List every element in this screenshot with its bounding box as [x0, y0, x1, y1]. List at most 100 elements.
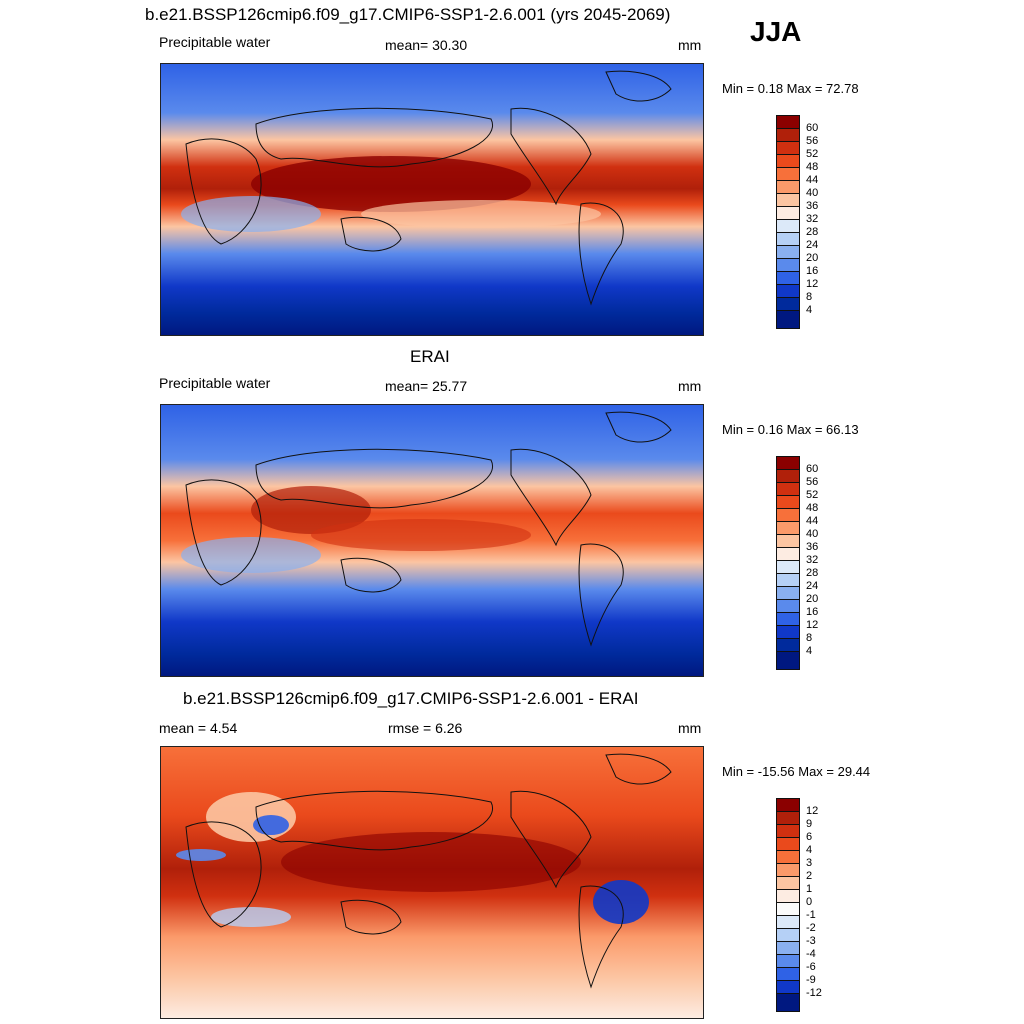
panel3-colorbar-label: -3	[806, 935, 816, 947]
panel3-colorbar-label: -6	[806, 961, 816, 973]
panel2-colorbar-box	[776, 547, 800, 561]
panel3-colorbar-label: -9	[806, 974, 816, 986]
panel1-colorbar-box	[776, 310, 800, 329]
panel1-colorbar-box	[776, 206, 800, 220]
panel1-dry-atlantic	[181, 196, 321, 232]
panel1-colorbar-box	[776, 232, 800, 246]
panel1-colorbar-box	[776, 284, 800, 298]
panel1-colorbar-box	[776, 180, 800, 194]
panel2-coastlines	[185, 411, 672, 647]
panel1-colorbar-label: 40	[806, 187, 819, 199]
panel3-colorbar-label: 6	[806, 831, 813, 843]
panel2-minmax: Min = 0.16 Max = 66.13	[722, 422, 859, 437]
panel2-map	[160, 404, 704, 677]
panel1-colorbar-box	[776, 245, 800, 259]
panel3-colorbar-box	[776, 889, 800, 903]
panel3-colorbar-label: 1	[806, 883, 813, 895]
panel3-colorbar-box	[776, 941, 800, 955]
panel3-colorbar-box	[776, 915, 800, 929]
panel1-colorbar-box	[776, 219, 800, 233]
panel1-colorbar-label: 36	[806, 200, 819, 212]
panel1-colorbar-label: 16	[806, 265, 819, 277]
panel2-colorbar: 60 56 52 48 44 40 36 32 28 24 20 16 12 8…	[776, 456, 818, 670]
panel2-colorbar-box	[776, 456, 800, 470]
panel1-warm-pool	[251, 156, 531, 212]
panel1-colorbar-box	[776, 115, 800, 129]
panel2-colorbar-label: 4	[806, 645, 813, 657]
panel3-colorbar-label: 9	[806, 818, 813, 830]
panel2-warm-pool	[311, 519, 531, 551]
panel3-mean: mean = 4.54	[159, 720, 238, 736]
panel3-colorbar-label: 0	[806, 896, 813, 908]
panel2-colorbar-box	[776, 599, 800, 613]
panel3-colorbar-label: -4	[806, 948, 816, 960]
panel1-minmax: Min = 0.18 Max = 72.78	[722, 81, 859, 96]
panel1-colorbar-box	[776, 258, 800, 272]
panel2-colorbar-label: 28	[806, 567, 819, 579]
panel3-coastlines	[185, 753, 672, 989]
panel3-colorbar-box	[776, 837, 800, 851]
panel1-colorbar-label: 56	[806, 135, 819, 147]
panel1-coastlines	[185, 70, 672, 306]
panel1-south-band	[361, 200, 601, 228]
panel3-minmax: Min = -15.56 Max = 29.44	[722, 764, 871, 779]
panel1-colorbar-label: 44	[806, 174, 819, 186]
panel1-colorbar-label: 4	[806, 304, 813, 316]
panel2-colorbar-box	[776, 469, 800, 483]
panel2-dry-atlantic	[181, 537, 321, 573]
panel1-variable-label: Precipitable water	[159, 34, 271, 50]
panel1-units: mm	[678, 37, 702, 53]
panel2-colorbar-box	[776, 625, 800, 639]
panel2-colorbar-box	[776, 586, 800, 600]
panel3-colorbar-label: 2	[806, 870, 813, 882]
panel2-colorbar-label: 24	[806, 580, 819, 592]
panel3-colorbar-box	[776, 798, 800, 812]
panel2-colorbar-box	[776, 573, 800, 587]
panel1-colorbar-label: 60	[806, 122, 819, 134]
panel2-colorbar-box	[776, 651, 800, 670]
panel3-colorbar-label: 3	[806, 857, 813, 869]
panel3-colorbar-box	[776, 954, 800, 968]
panel3-units: mm	[678, 720, 702, 736]
panel3-pacific-max	[281, 832, 581, 892]
panel3-colorbar-box	[776, 811, 800, 825]
panel1-colorbar-label: 32	[806, 213, 819, 225]
panel2-colorbar-box	[776, 612, 800, 626]
panel2-colorbar-label: 12	[806, 619, 819, 631]
panel3-arabia-negative	[253, 815, 289, 835]
panel1-colorbar-label: 24	[806, 239, 819, 251]
panel2-colorbar-label: 36	[806, 541, 819, 553]
panel1-colorbar-box	[776, 167, 800, 181]
panel1-colorbar: 60 56 52 48 44 40 36 32 28 24 20 16 12 8…	[776, 115, 818, 329]
panel2-colorbar-box	[776, 495, 800, 509]
panel3-colorbar-box	[776, 928, 800, 942]
panel1-colorbar-box	[776, 154, 800, 168]
panel3-colorbar-box	[776, 967, 800, 981]
panel1-colorbar-box	[776, 297, 800, 311]
panel2-colorbar-label: 48	[806, 502, 819, 514]
panel2-colorbar-box	[776, 521, 800, 535]
panel1-colorbar-box	[776, 141, 800, 155]
panel3-colorbar-box	[776, 824, 800, 838]
panel2-colorbar-label: 16	[806, 606, 819, 618]
panel3-atlantic-negative	[211, 907, 291, 927]
panel3-colorbar-box	[776, 980, 800, 994]
panel3-colorbar-label: 4	[806, 844, 813, 856]
panel2-colorbar-label: 60	[806, 463, 819, 475]
panel2-mean: mean= 25.77	[385, 378, 468, 394]
panel1-title: b.e21.BSSP126cmip6.f09_g17.CMIP6-SSP1-2.…	[145, 5, 671, 24]
panel2-colorbar-label: 40	[806, 528, 819, 540]
panel3-title: b.e21.BSSP126cmip6.f09_g17.CMIP6-SSP1-2.…	[183, 689, 639, 708]
panel1-colorbar-box	[776, 271, 800, 285]
panel1-colorbar-label: 28	[806, 226, 819, 238]
panel2-title: ERAI	[410, 347, 450, 366]
panel2-colorbar-label: 32	[806, 554, 819, 566]
panel2-units: mm	[678, 378, 702, 394]
panel3-rmse: rmse = 6.26	[388, 720, 463, 736]
panel1-map	[160, 63, 704, 336]
panel3-sahel-negative	[176, 849, 226, 861]
panel2-colorbar-label: 20	[806, 593, 819, 605]
panel1-colorbar-label: 48	[806, 161, 819, 173]
panel2-colorbar-box	[776, 638, 800, 652]
panel2-monsoon-max	[251, 486, 371, 534]
